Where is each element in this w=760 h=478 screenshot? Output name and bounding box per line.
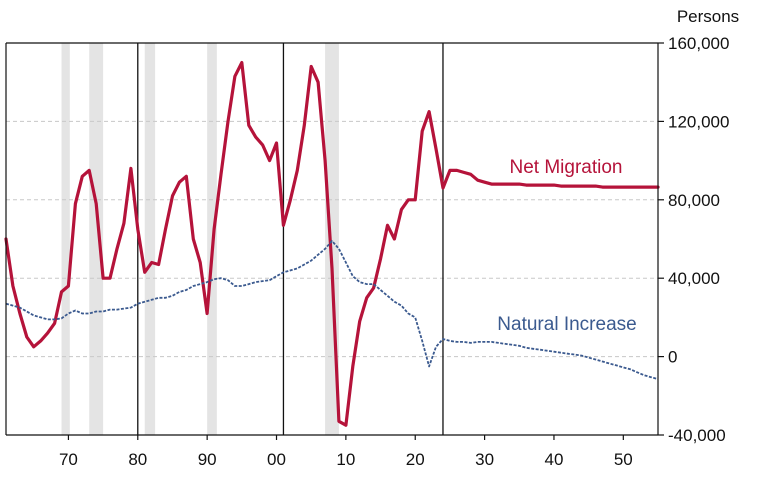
recession-band-2 (144, 43, 156, 435)
y-tick-label-2: 40,000 (668, 269, 720, 288)
x-tick-label-1: 80 (128, 450, 147, 469)
recession-band-0 (61, 43, 70, 435)
recession-bands (61, 43, 339, 435)
x-tick-label-2: 90 (198, 450, 217, 469)
natural-increase-line (5, 240, 659, 380)
vertical-markers (137, 43, 444, 435)
y-tick-label-1: 0 (668, 348, 677, 367)
x-tick-label-5: 20 (406, 450, 425, 469)
y-tick-label-0: -40,000 (668, 426, 726, 445)
x-tick-label-3: 00 (267, 450, 286, 469)
recession-band-1 (89, 43, 104, 435)
tick-labels: -40,000 0 40,000 80,000 120,000 160,000 70 80 90… (59, 34, 729, 469)
x-tick-label-7: 40 (544, 450, 563, 469)
y-tick-label-3: 80,000 (668, 191, 720, 210)
x-tick-label-0: 70 (59, 450, 78, 469)
net-migration-line (4, 61, 660, 427)
series-label-natural-increase: Natural Increase (497, 314, 636, 335)
y-tick-label-4: 120,000 (668, 112, 729, 131)
y-axis-unit-label: Persons (677, 7, 739, 26)
plot-frame (5, 42, 659, 436)
x-tick-label-6: 30 (475, 450, 494, 469)
axis-ticks (67, 42, 664, 440)
series-label-net-migration: Net Migration (510, 157, 623, 178)
y-tick-label-5: 160,000 (668, 34, 729, 53)
x-tick-label-8: 50 (614, 450, 633, 469)
x-tick-label-4: 10 (336, 450, 355, 469)
series-group (4, 61, 660, 427)
